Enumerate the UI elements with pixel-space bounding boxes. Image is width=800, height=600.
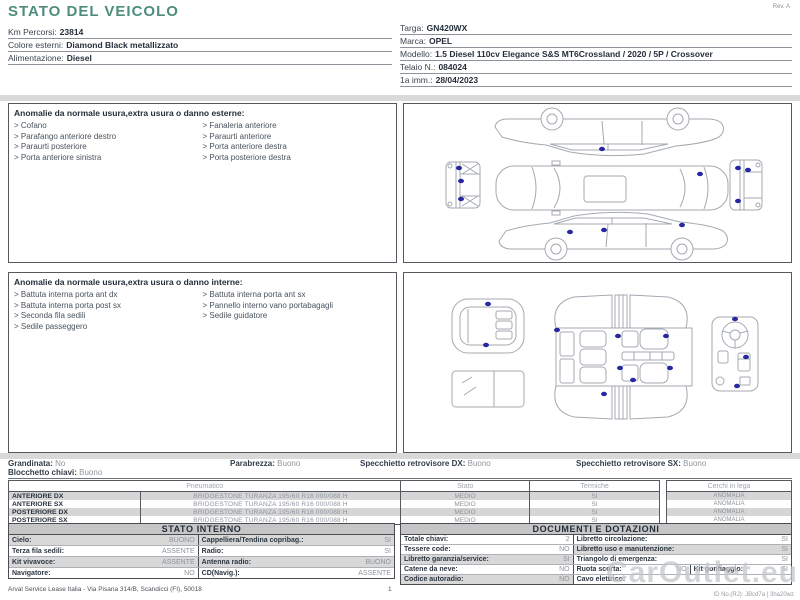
page-title: STATO DEL VEICOLO xyxy=(8,3,179,20)
exterior-anomalies-box: Anomalie da normale usura,extra usura o … xyxy=(8,103,397,263)
interior-anomalies-box: Anomalie da normale usura,extra usura o … xyxy=(8,272,397,453)
exterior-items-left: > Cofano > Parafango anteriore destro > … xyxy=(14,121,203,163)
field-colore: Colore esterni: Diamond Black metallizza… xyxy=(8,39,392,52)
field-prima-immatricolazione: 1a imm.: 28/04/2023 xyxy=(400,74,792,87)
field-alimentazione: Alimentazione: Diesel xyxy=(8,52,392,65)
section-title: DOCUMENTI E DOTAZIONI xyxy=(400,523,792,535)
section-title: STATO INTERNO xyxy=(8,523,395,535)
list-item: > Porta anteriore sinistra xyxy=(14,152,102,162)
condition-summary-row: Grandinata: No Blocchetto chiavi: Buono … xyxy=(8,459,792,479)
interior-anomalies-title: Anomalie da normale usura,extra usura o … xyxy=(14,277,243,287)
table-row: Terza fila sedili: ASSENTE Radio: SI xyxy=(9,545,394,556)
list-item: > Porta posteriore destra xyxy=(202,152,291,162)
exterior-anomalies-list: > Cofano > Parafango anteriore destro > … xyxy=(9,120,396,164)
field-grandinata: Grandinata: No xyxy=(8,459,66,468)
interior-diagram-box xyxy=(403,272,792,453)
table-row: ANOMALIA xyxy=(667,492,791,500)
list-item: > Paraurti posteriore xyxy=(14,142,87,151)
column-header-termiche: Termiche xyxy=(580,482,609,490)
table-row: ANTERIORE DX BRIDGESTONE TURANZA 195/60 … xyxy=(9,492,659,500)
stato-interno-section: STATO INTERNO Cielo: BUONO Cappelliera/Te… xyxy=(8,523,395,579)
exterior-anomalies-title: Anomalie da normale usura,extra usura o … xyxy=(14,108,245,118)
table-row: Libretto garanzia/service: SI Triangolo d… xyxy=(401,554,791,564)
table-row: Navigatore: NO CD(Navig.): ASSENTE xyxy=(9,567,394,578)
field-telaio: Telaio N.: 084024 xyxy=(400,61,792,74)
table-row: ANOMALIA xyxy=(713,517,745,523)
field-marca: Marca: OPEL xyxy=(400,35,792,48)
exterior-damage-diagram xyxy=(445,107,763,261)
caroutlet-watermark: CarOutlet.eu xyxy=(605,556,798,589)
table-row: Tessere code: NO Libretto uso e manutenzi… xyxy=(401,544,791,554)
field-specchietto-dx: Specchietto retrovisore DX: Buono xyxy=(360,459,491,468)
documenti-dotazioni-section: DOCUMENTI E DOTAZIONI Totale chiavi: 2 Li… xyxy=(400,523,792,585)
column-header-pneumatico: Pneumatico xyxy=(9,481,402,491)
vehicle-info-right: Targa: GN420WX Marca: OPEL Modello: 1.5 … xyxy=(400,22,792,87)
table-row: Totale chiavi: 2 Libretto circolazione: SI xyxy=(401,535,791,544)
exterior-items-right: > Fanaleria anteriore > Paraurti anterio… xyxy=(203,121,392,163)
list-item: > Fanaleria anteriore xyxy=(202,121,277,130)
table-row: POSTERIORE SX BRIDGESTONE TURANZA 195/60… xyxy=(9,516,659,524)
exterior-diagram-box xyxy=(403,103,792,263)
list-item: > Seconda fila sedili xyxy=(14,311,86,320)
list-item: > Battuta interna porta ant sx xyxy=(202,290,306,299)
table-row: ANTERIORE SX BRIDGESTONE TURANZA 195/60 … xyxy=(9,500,659,508)
footer-address: Arval Service Lease Italia - Via Pisana … xyxy=(8,586,202,593)
list-item: > Sedile guidatore xyxy=(202,311,268,320)
interior-anomalies-list: > Battuta interna porta ant dx > Battuta… xyxy=(9,289,396,333)
tire-table: Pneumatico Stato Termiche ANTERIORE DX B… xyxy=(8,480,660,525)
document-id: ID No.(RJ): JBcd7a | 3ha20wz xyxy=(713,592,794,598)
column-header-stato: Stato xyxy=(401,481,531,491)
list-item: > Pannello interno vano portabagagli xyxy=(202,300,334,310)
revision-label: Rev. A xyxy=(772,4,790,10)
divider-band xyxy=(0,453,800,459)
field-modello: Modello: 1.5 Diesel 110cv Elegance S&S M… xyxy=(400,48,792,61)
interior-items-right: > Battuta interna porta ant sx > Pannell… xyxy=(203,290,392,332)
alloy-wheels-table: Cerchi in lega ANOMALIA ANOMALIA ANOMALI… xyxy=(666,480,792,525)
field-specchietto-sx: Specchietto retrovisore SX: Buono xyxy=(576,459,707,468)
list-item: > Paraurti anteriore xyxy=(202,131,272,141)
table-row: POSTERIORE DX BRIDGESTONE TURANZA 195/60… xyxy=(9,508,659,516)
list-item: > Porta anteriore destra xyxy=(202,142,287,151)
field-targa: Targa: GN420WX xyxy=(400,22,792,35)
page-number: 1 xyxy=(388,586,392,593)
column-header-cerchi: Cerchi in lega xyxy=(667,481,791,492)
divider-band xyxy=(0,95,800,101)
vehicle-info-left: Km Percorsi: 23814 Colore esterni: Diamo… xyxy=(8,26,392,65)
table-row: ANOMALIA xyxy=(667,508,791,516)
list-item: > Parafango anteriore destro xyxy=(14,131,117,141)
list-item: > Cofano xyxy=(14,121,47,130)
field-parabrezza: Parabrezza: Buono xyxy=(230,459,301,468)
field-km: Km Percorsi: 23814 xyxy=(8,26,392,39)
list-item: > Sedile passeggero xyxy=(14,321,88,331)
tire-table-header: Pneumatico Stato Termiche xyxy=(9,481,659,492)
list-item: > Battuta interna porta post sx xyxy=(14,300,121,310)
table-row: ANOMALIA xyxy=(713,501,745,507)
interior-items-left: > Battuta interna porta ant dx > Battuta… xyxy=(14,290,203,332)
table-row: Codice autoradio: NO Cavo elettrico: xyxy=(401,574,791,584)
table-row: Cielo: BUONO Cappelliera/Tendina copribag… xyxy=(9,535,394,545)
field-blocchetto-chiavi: Blocchetto chiavi: Buono xyxy=(8,468,103,477)
table-row: Catene da neve: NO Ruota scorta: NO Kit go… xyxy=(401,564,791,574)
list-item: > Battuta interna porta ant dx xyxy=(14,290,118,299)
interior-damage-diagram xyxy=(451,294,759,420)
table-row: Kit vivavoce: ASSENTE Antenna radio: BUONO xyxy=(9,556,394,567)
